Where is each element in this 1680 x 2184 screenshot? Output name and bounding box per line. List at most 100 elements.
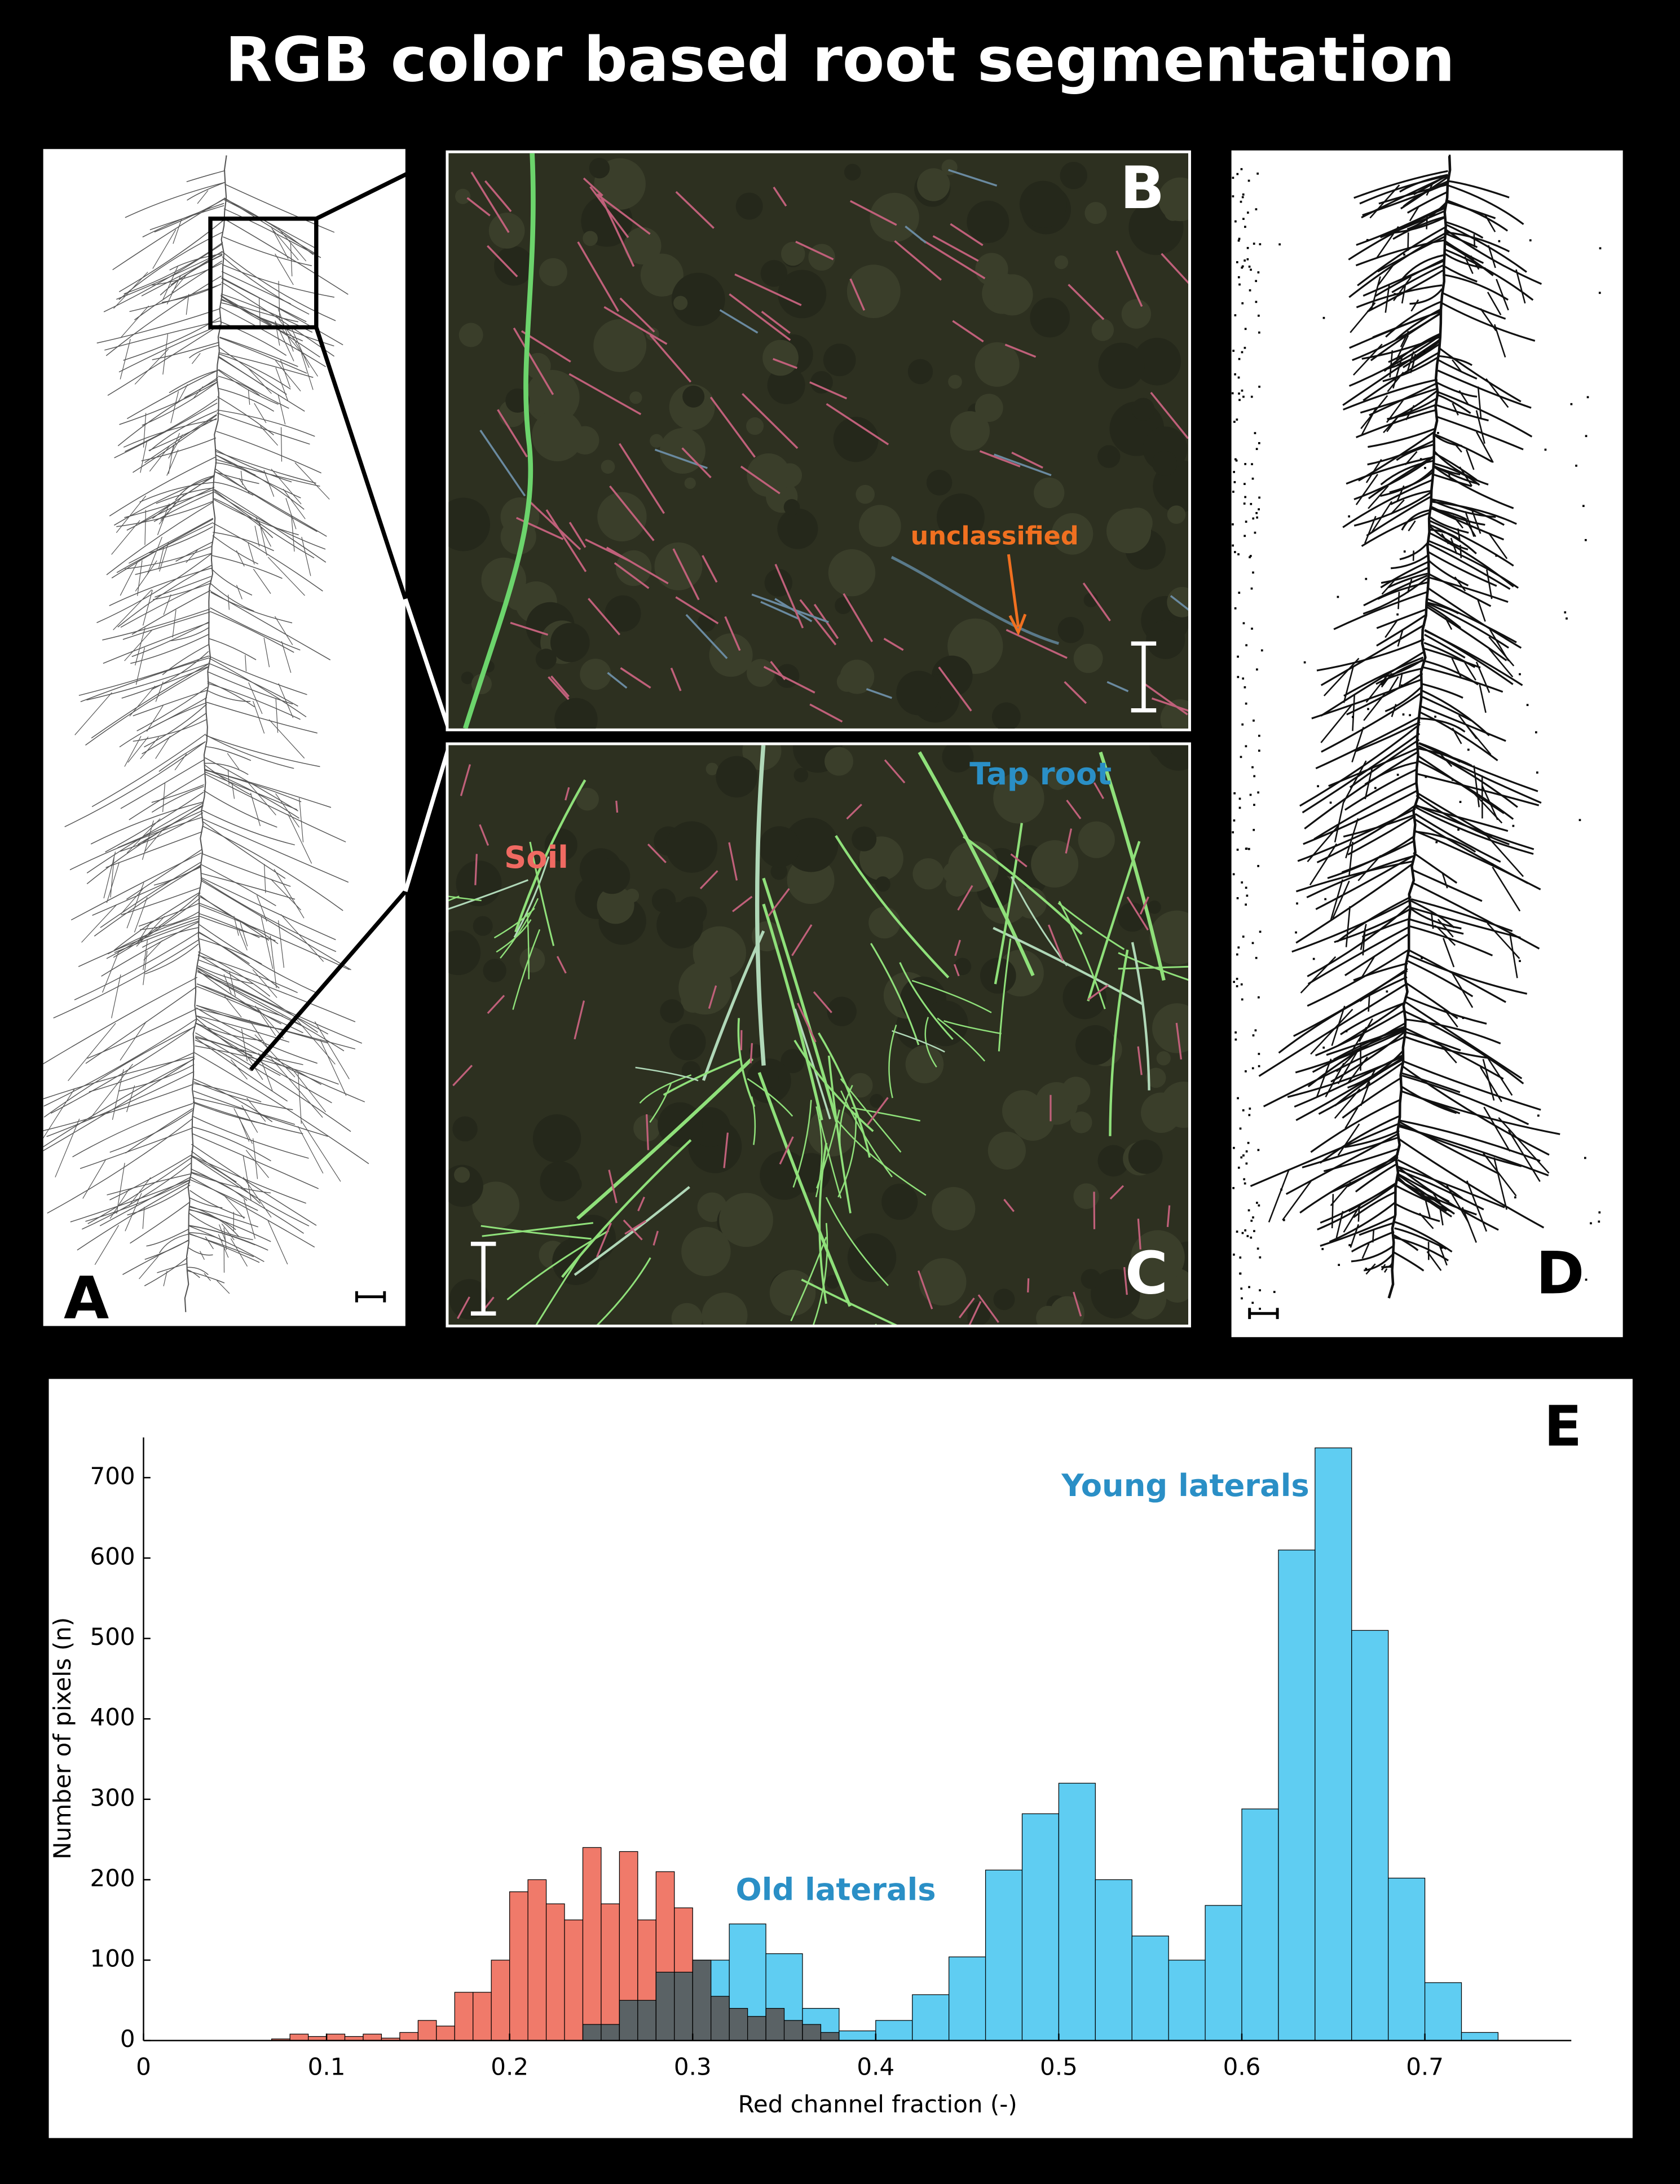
speck bbox=[1233, 1254, 1235, 1256]
root-branch bbox=[1118, 965, 1189, 970]
sub-root bbox=[1343, 1204, 1361, 1233]
speck bbox=[1386, 990, 1388, 993]
lateral-segment bbox=[497, 409, 528, 458]
lateral-root bbox=[149, 205, 224, 231]
soil-grain bbox=[1131, 398, 1155, 421]
lateral-root bbox=[1320, 1215, 1396, 1247]
lateral-root bbox=[114, 920, 200, 953]
lateral-root bbox=[144, 1257, 188, 1286]
speck bbox=[1244, 483, 1246, 486]
sub-root bbox=[301, 352, 314, 390]
sub-root bbox=[1453, 442, 1462, 453]
lateral-root bbox=[94, 865, 202, 937]
sub-root bbox=[113, 589, 152, 630]
zoom-line bbox=[403, 747, 451, 892]
speck bbox=[1241, 998, 1244, 1001]
sub-root bbox=[1337, 1051, 1358, 1084]
soil-grain bbox=[1128, 1139, 1163, 1174]
lateral-root bbox=[1418, 742, 1461, 763]
root-branch bbox=[1058, 901, 1106, 1009]
speck bbox=[1240, 1156, 1243, 1159]
lateral-segment bbox=[574, 1000, 585, 1040]
lateral-root bbox=[109, 456, 216, 517]
root-branch bbox=[480, 1225, 592, 1240]
lateral-root bbox=[213, 523, 323, 592]
soil-grain bbox=[654, 542, 703, 590]
lateral-root bbox=[197, 959, 356, 1022]
speck bbox=[1246, 1235, 1249, 1237]
speck bbox=[1240, 983, 1243, 986]
sub-root bbox=[124, 630, 152, 661]
lateral-segment bbox=[1048, 924, 1064, 961]
soil-grain bbox=[1152, 451, 1178, 476]
lateral-root bbox=[1344, 933, 1410, 977]
lateral-segment bbox=[1175, 1022, 1183, 1060]
y-axis-label: Number of pixels (n) bbox=[48, 1617, 76, 1860]
soil-grain bbox=[681, 1061, 701, 1080]
speck bbox=[1258, 996, 1260, 999]
lateral-root bbox=[186, 170, 226, 183]
soil-grain bbox=[1097, 445, 1121, 468]
lateral-root bbox=[187, 1269, 200, 1278]
soil-grain bbox=[835, 597, 852, 615]
sub-root bbox=[230, 1059, 248, 1080]
histogram-bar bbox=[399, 2032, 418, 2041]
root-branch bbox=[762, 903, 823, 1120]
sub-root bbox=[1365, 1263, 1376, 1275]
x-tick-label: 0.7 bbox=[1406, 2053, 1444, 2080]
speck bbox=[1231, 392, 1234, 395]
sub-root bbox=[230, 1238, 248, 1267]
lateral-segment bbox=[675, 596, 719, 625]
speck bbox=[1250, 587, 1253, 590]
speck bbox=[1303, 661, 1306, 664]
root-branch bbox=[512, 929, 541, 1010]
lateral-root bbox=[122, 1240, 189, 1275]
lateral-root bbox=[111, 518, 214, 579]
sub-root bbox=[1396, 335, 1409, 360]
lateral-root bbox=[1423, 647, 1481, 669]
lateral-segment bbox=[773, 187, 787, 207]
speck bbox=[1255, 448, 1258, 451]
lateral-root bbox=[1417, 773, 1540, 806]
soil-grain bbox=[912, 858, 944, 890]
lateral-segment bbox=[1003, 1198, 1015, 1212]
sub-root bbox=[1464, 662, 1476, 681]
root-branch bbox=[892, 1030, 945, 1053]
lateral-segment bbox=[994, 453, 1052, 476]
sub-root bbox=[277, 308, 294, 352]
root-branch bbox=[911, 980, 992, 1013]
sub-root bbox=[248, 390, 250, 405]
lateral-root bbox=[1424, 633, 1466, 659]
lateral-root bbox=[1446, 199, 1509, 232]
lateral-segment bbox=[479, 824, 490, 846]
lateral-root bbox=[105, 831, 202, 868]
lateral-root bbox=[1388, 333, 1440, 363]
lateral-root bbox=[1361, 917, 1410, 938]
y-tick-label: 0 bbox=[120, 2025, 135, 2053]
speck bbox=[1233, 421, 1236, 423]
histogram-bar bbox=[1241, 1808, 1279, 2041]
speck bbox=[1258, 749, 1260, 752]
histogram-bar bbox=[692, 1960, 712, 2041]
sub-root bbox=[280, 360, 291, 388]
speck bbox=[1367, 708, 1369, 711]
sub-root bbox=[1343, 666, 1354, 703]
sub-root bbox=[1515, 269, 1526, 304]
sub-root bbox=[248, 368, 272, 394]
speck bbox=[1244, 328, 1247, 330]
lateral-root bbox=[121, 666, 209, 699]
lateral-segment bbox=[1065, 828, 1073, 854]
soil-grain bbox=[646, 267, 664, 285]
speck bbox=[1237, 676, 1240, 678]
lateral-root bbox=[1337, 895, 1412, 943]
sub-root bbox=[236, 585, 242, 599]
speck bbox=[1238, 237, 1241, 240]
soil-grain bbox=[948, 374, 962, 389]
speck bbox=[1259, 1289, 1261, 1291]
lateral-root bbox=[1409, 288, 1443, 305]
sub-root bbox=[242, 1155, 252, 1201]
sub-root bbox=[291, 328, 310, 368]
soil-grain bbox=[532, 1114, 581, 1163]
lateral-root bbox=[208, 657, 307, 717]
